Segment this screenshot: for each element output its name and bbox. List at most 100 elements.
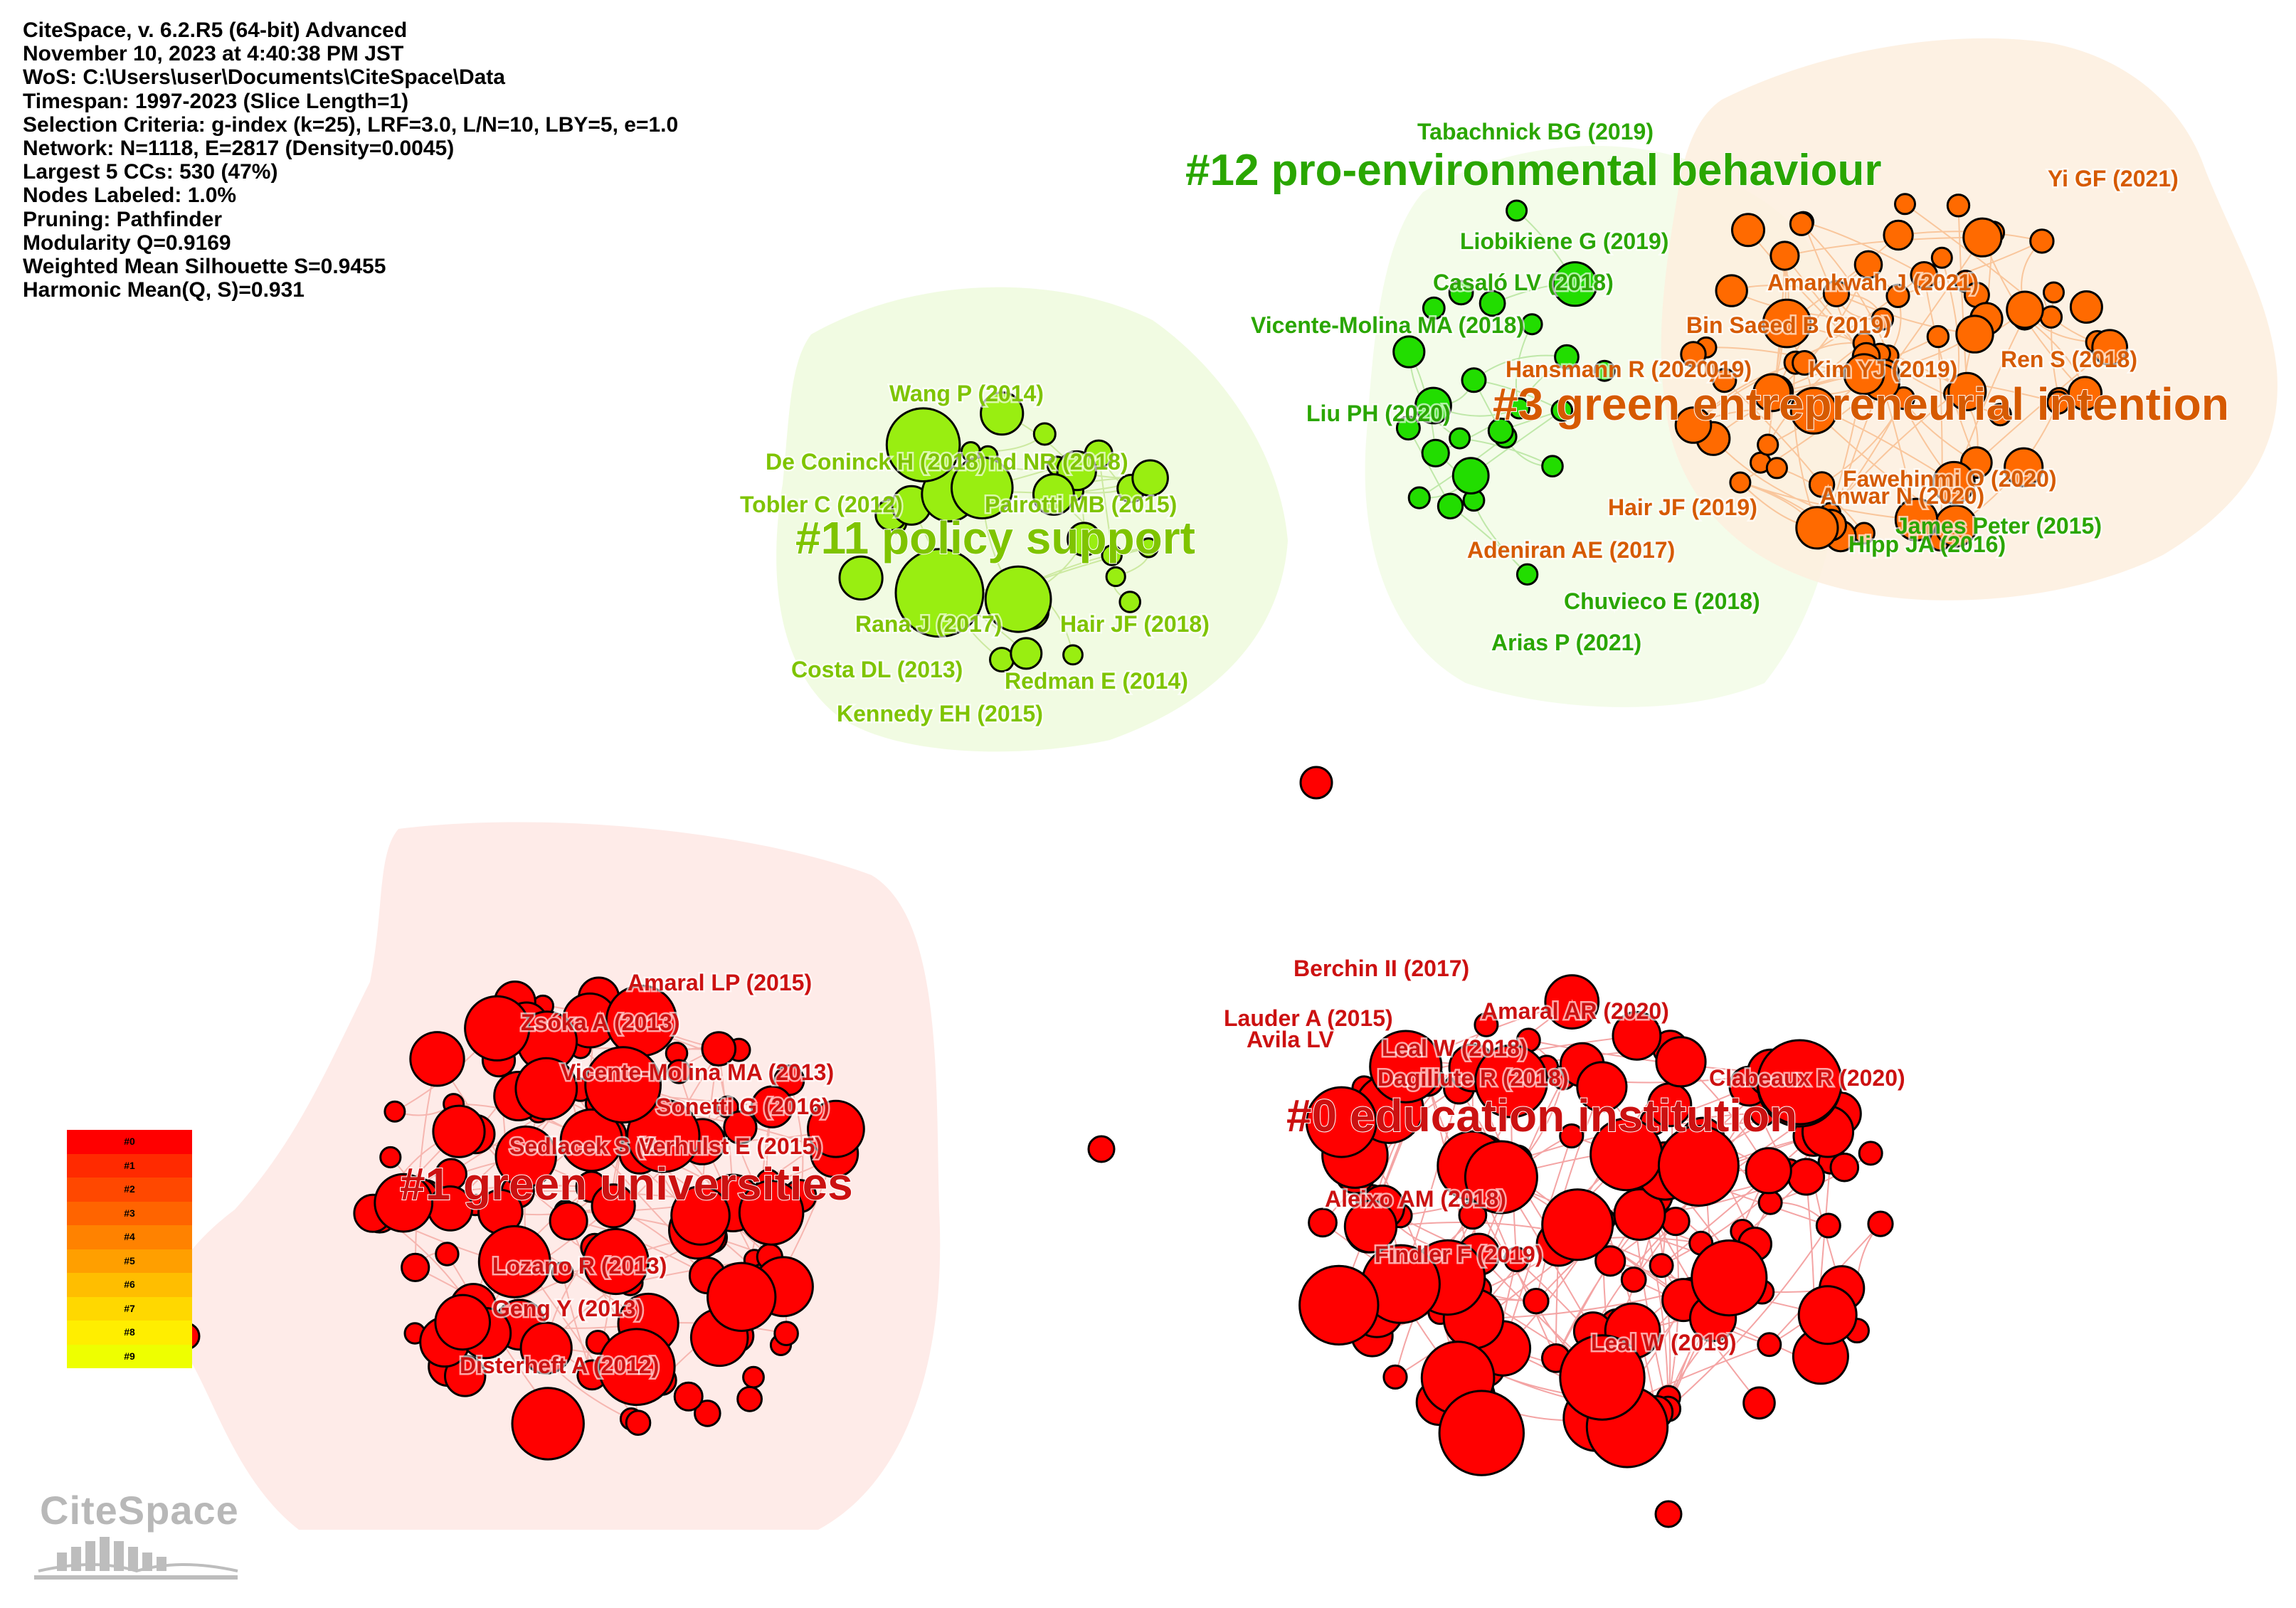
- network-node[interactable]: [751, 1085, 794, 1128]
- network-node[interactable]: [1382, 1364, 1408, 1390]
- network-node[interactable]: [551, 1261, 574, 1284]
- network-node[interactable]: [1894, 193, 1916, 216]
- network-node[interactable]: [591, 1183, 636, 1229]
- network-node[interactable]: [1787, 1158, 1826, 1196]
- network-node[interactable]: [1105, 566, 1126, 588]
- network-node[interactable]: [1955, 314, 1994, 354]
- network-node[interactable]: [514, 1057, 578, 1121]
- network-node[interactable]: [1487, 417, 1514, 444]
- network-node[interactable]: [1422, 296, 1446, 320]
- network-node[interactable]: [1414, 386, 1452, 425]
- network-node[interactable]: [1305, 1086, 1377, 1158]
- network-node[interactable]: [1797, 1285, 1858, 1345]
- network-node[interactable]: [706, 1261, 777, 1333]
- network-node[interactable]: [1655, 1036, 1707, 1088]
- network-node[interactable]: [2067, 376, 2103, 411]
- network-node[interactable]: [1464, 1140, 1538, 1215]
- network-node[interactable]: [2043, 281, 2065, 304]
- network-node[interactable]: [1593, 359, 1616, 382]
- network-node[interactable]: [807, 1099, 865, 1158]
- network-node[interactable]: [1449, 427, 1471, 450]
- network-node[interactable]: [1594, 1245, 1626, 1277]
- network-node[interactable]: [1910, 261, 1939, 290]
- network-node[interactable]: [1729, 471, 1752, 494]
- network-node[interactable]: [1101, 544, 1123, 566]
- network-node[interactable]: [894, 548, 985, 638]
- network-node[interactable]: [598, 1328, 676, 1406]
- network-node[interactable]: [1789, 211, 1814, 236]
- network-node[interactable]: [1930, 246, 1953, 269]
- network-node[interactable]: [1789, 386, 1838, 435]
- network-node[interactable]: [1131, 459, 1169, 497]
- network-node[interactable]: [2091, 329, 2129, 366]
- network-node[interactable]: [1520, 313, 1543, 336]
- network-node[interactable]: [494, 1125, 557, 1188]
- network-node[interactable]: [1822, 280, 1851, 307]
- network-node[interactable]: [409, 1031, 465, 1087]
- network-node[interactable]: [1858, 1141, 1883, 1166]
- network-node[interactable]: [2029, 228, 2055, 254]
- network-node[interactable]: [2004, 447, 2044, 487]
- network-node[interactable]: [773, 1321, 799, 1346]
- network-node[interactable]: [464, 995, 531, 1062]
- network-node[interactable]: [694, 1400, 721, 1427]
- network-node[interactable]: [1883, 219, 1914, 251]
- network-node[interactable]: [1067, 522, 1102, 557]
- network-node[interactable]: [1757, 1190, 1783, 1215]
- network-node[interactable]: [1613, 1188, 1666, 1241]
- network-node[interactable]: [1620, 1266, 1647, 1293]
- network-node[interactable]: [1541, 455, 1564, 478]
- network-node[interactable]: [1795, 506, 1839, 550]
- network-node[interactable]: [1885, 283, 1910, 308]
- network-node[interactable]: [584, 1046, 662, 1124]
- network-node[interactable]: [1392, 335, 1426, 369]
- network-node[interactable]: [1680, 341, 1707, 368]
- network-node[interactable]: [1815, 1212, 1841, 1239]
- network-node[interactable]: [1962, 217, 2003, 258]
- network-node[interactable]: [1515, 563, 1539, 586]
- network-node[interactable]: [1474, 1044, 1549, 1118]
- network-node[interactable]: [1395, 416, 1421, 441]
- network-node[interactable]: [738, 1180, 805, 1246]
- network-node[interactable]: [1407, 486, 1431, 509]
- network-node[interactable]: [401, 1252, 430, 1283]
- network-node[interactable]: [1808, 471, 1836, 498]
- network-node[interactable]: [379, 1146, 402, 1169]
- network-node[interactable]: [1871, 307, 1895, 331]
- network-node[interactable]: [1654, 1500, 1683, 1528]
- network-node[interactable]: [626, 1099, 701, 1173]
- network-node[interactable]: [1062, 644, 1084, 666]
- network-node[interactable]: [1757, 1332, 1782, 1358]
- network-node[interactable]: [670, 1185, 731, 1246]
- network-node[interactable]: [2069, 290, 2103, 324]
- network-node[interactable]: [1118, 591, 1141, 613]
- network-node[interactable]: [1010, 637, 1043, 670]
- network-node[interactable]: [1478, 290, 1506, 317]
- network-node[interactable]: [1752, 373, 1792, 413]
- network-node[interactable]: [1559, 1334, 1646, 1421]
- network-node[interactable]: [1438, 1390, 1525, 1476]
- network-node[interactable]: [838, 555, 884, 601]
- network-node[interactable]: [1437, 492, 1464, 519]
- network-node[interactable]: [1829, 1152, 1860, 1183]
- network-node[interactable]: [432, 1104, 486, 1158]
- network-node[interactable]: [435, 1242, 460, 1266]
- network-node[interactable]: [1745, 1147, 1792, 1195]
- network-node[interactable]: [1769, 240, 1800, 271]
- network-node[interactable]: [1661, 1207, 1691, 1237]
- network-node[interactable]: [980, 391, 1025, 436]
- network-node[interactable]: [1926, 324, 1950, 349]
- network-node[interactable]: [434, 1294, 492, 1351]
- network-node[interactable]: [1867, 1210, 1894, 1237]
- network-node[interactable]: [723, 1110, 758, 1145]
- network-node[interactable]: [1458, 1200, 1488, 1230]
- network-node[interactable]: [1523, 1288, 1550, 1315]
- network-node[interactable]: [666, 1059, 692, 1084]
- network-node[interactable]: [1541, 1188, 1614, 1261]
- network-node[interactable]: [1299, 766, 1333, 800]
- network-node[interactable]: [1674, 406, 1713, 444]
- network-node[interactable]: [1448, 280, 1474, 306]
- network-node[interactable]: [1298, 1264, 1380, 1346]
- network-node[interactable]: [1506, 199, 1528, 222]
- network-node[interactable]: [1947, 371, 1987, 412]
